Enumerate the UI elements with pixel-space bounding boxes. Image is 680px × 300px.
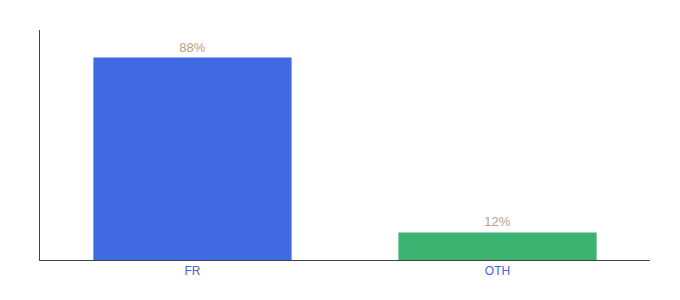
- svg-text:FR: FR: [185, 264, 201, 278]
- svg-text:88%: 88%: [179, 40, 205, 55]
- svg-text:OTH: OTH: [485, 264, 510, 278]
- svg-text:12%: 12%: [484, 214, 510, 229]
